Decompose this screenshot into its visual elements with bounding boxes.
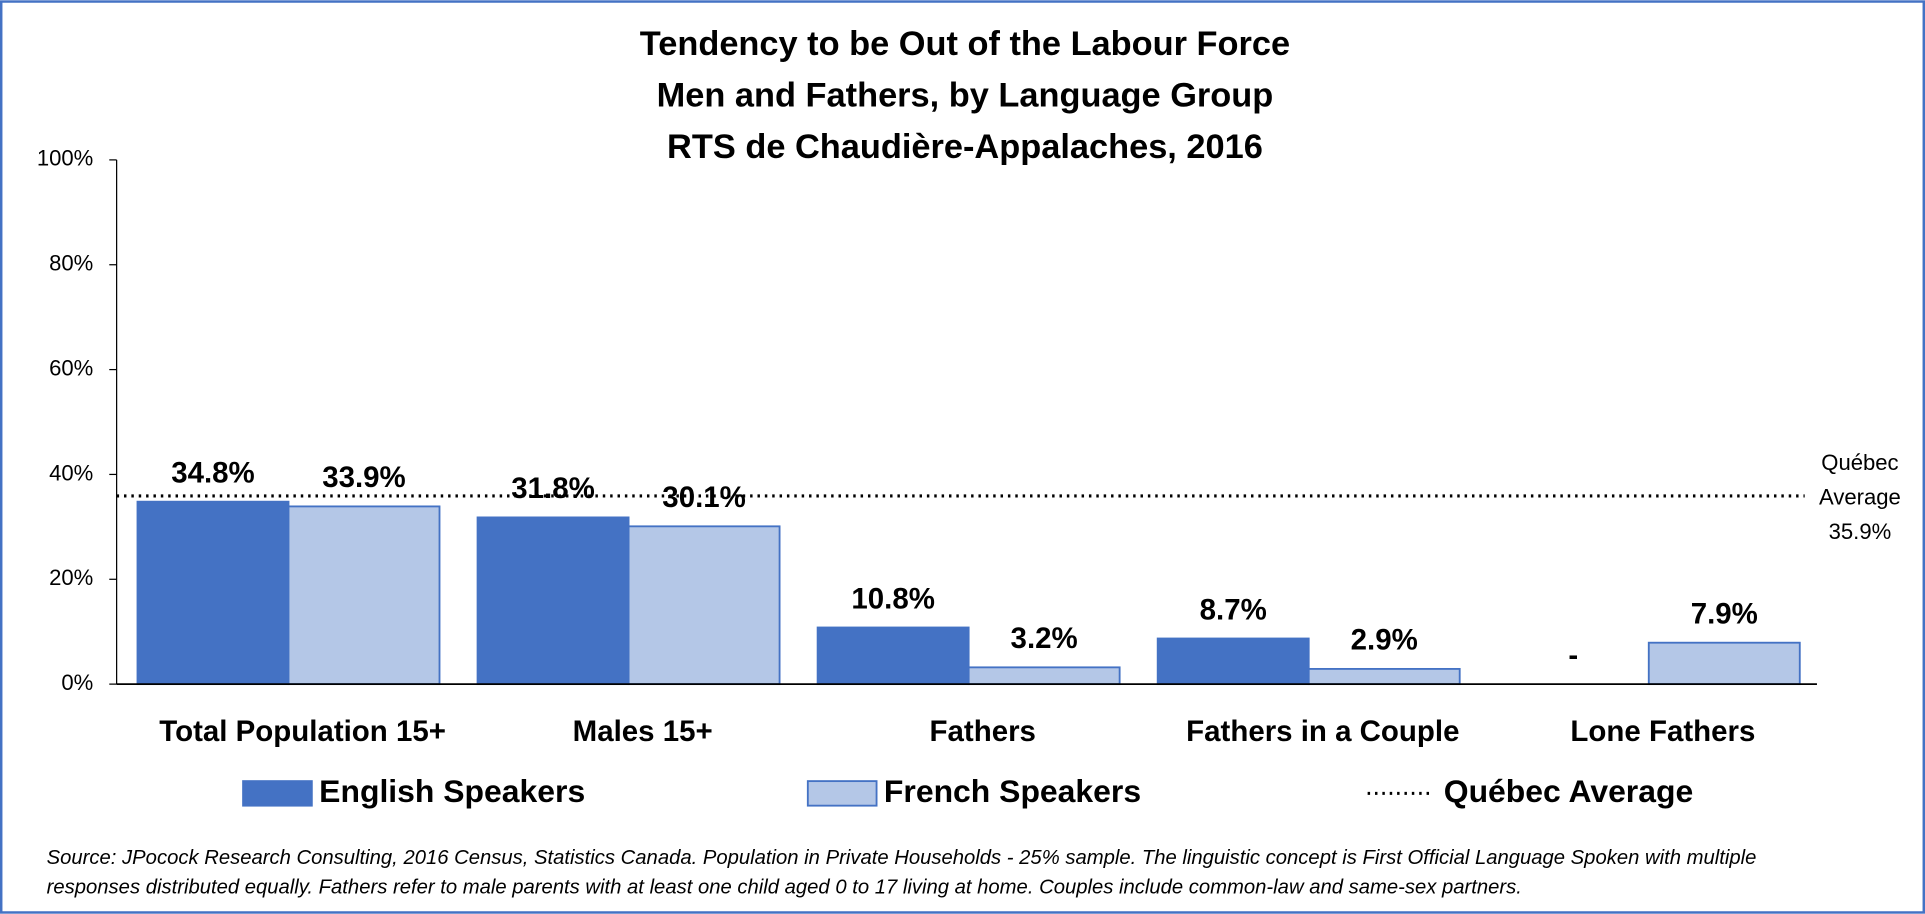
legend-label: English Speakers <box>319 773 585 809</box>
bar <box>816 626 970 686</box>
source-note: Source: JPocock Research Consulting, 201… <box>47 847 1757 869</box>
bar <box>1647 641 1801 686</box>
y-tick-label: 20% <box>49 565 93 590</box>
data-label: 30.1% <box>662 481 746 514</box>
y-tick-label: 100% <box>37 146 93 171</box>
x-tick-label: Fathers in a Couple <box>1186 715 1459 748</box>
y-tick-label: 60% <box>49 355 93 380</box>
bar <box>1307 667 1461 686</box>
legend-swatch <box>806 780 878 807</box>
bar <box>1156 637 1310 686</box>
y-tick-label: 80% <box>49 251 93 276</box>
data-label: 33.9% <box>322 461 406 494</box>
reference-label: Average <box>1819 485 1901 510</box>
bar <box>287 505 441 686</box>
x-tick-label: Lone Fathers <box>1570 715 1755 748</box>
chart-title: RTS de Chaudière-Appalaches, 2016 <box>667 128 1263 166</box>
data-label: 10.8% <box>851 582 935 615</box>
data-label: 31.8% <box>511 472 595 505</box>
bar <box>967 666 1121 686</box>
legend-label: French Speakers <box>884 773 1141 809</box>
data-label: 8.7% <box>1200 593 1267 626</box>
data-label: 34.8% <box>171 456 255 489</box>
chart-title: Tendency to be Out of the Labour Force <box>640 25 1290 63</box>
data-label: - <box>1568 639 1578 672</box>
data-label: 3.2% <box>1011 622 1078 655</box>
data-label: 7.9% <box>1691 597 1758 630</box>
x-tick-label: Males 15+ <box>573 715 713 748</box>
y-tick-label: 40% <box>49 460 93 485</box>
x-tick-label: Fathers <box>930 715 1036 748</box>
legend-swatch <box>242 780 313 807</box>
bar <box>136 500 290 686</box>
chart-title: Men and Fathers, by Language Group <box>657 76 1274 114</box>
y-tick-label: 0% <box>61 670 93 695</box>
legend-label: Québec Average <box>1444 773 1693 809</box>
reference-label: 35.9% <box>1829 519 1892 544</box>
x-tick-label: Total Population 15+ <box>159 715 446 748</box>
bar <box>627 525 781 686</box>
data-label: 2.9% <box>1351 624 1418 657</box>
reference-label: Québec <box>1821 450 1898 475</box>
source-note: responses distributed equally. Fathers r… <box>47 876 1522 898</box>
bar <box>476 516 630 686</box>
